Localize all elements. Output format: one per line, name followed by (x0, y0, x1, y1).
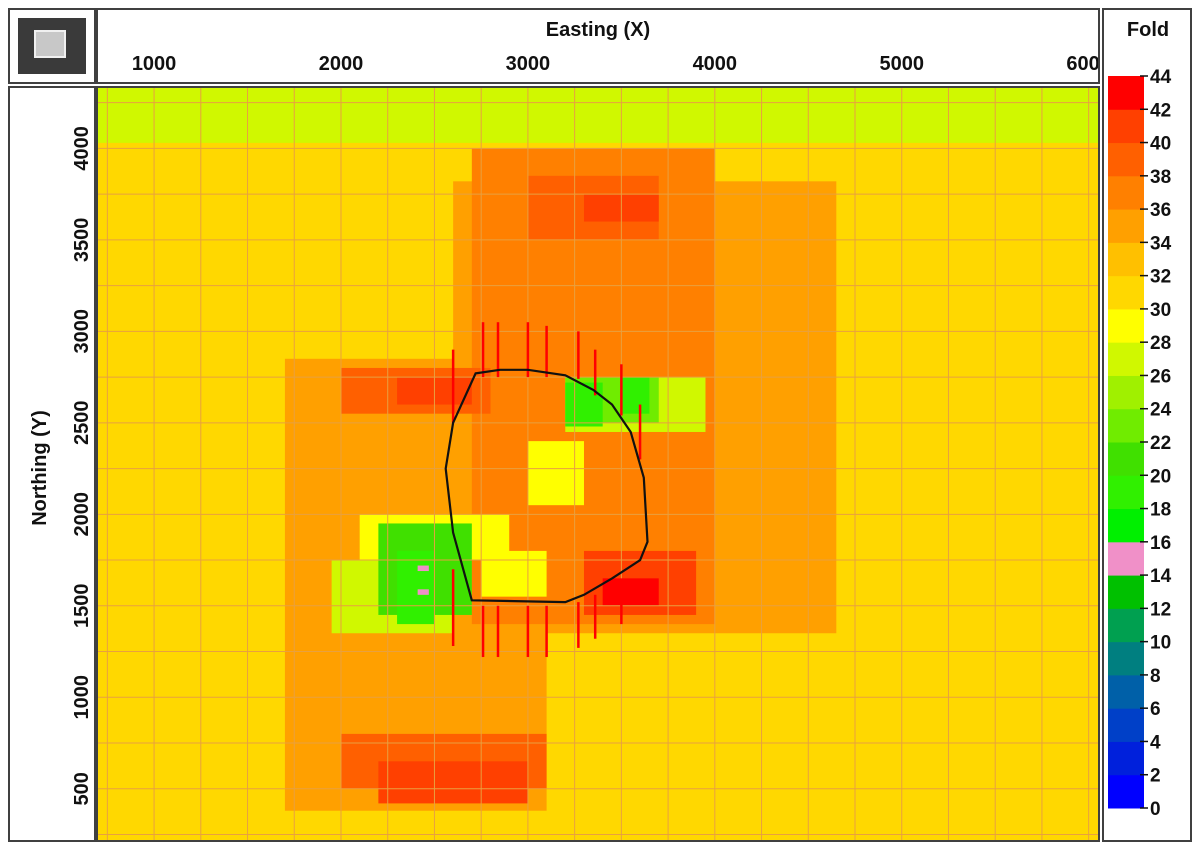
y-axis: Northing (Y) 500 1000 1500 2000 2500 3000 3500… (29, 126, 93, 805)
x-tick-label: 5000 (879, 53, 924, 75)
y-tick-label: 500 (71, 772, 93, 805)
colorbar-band (1108, 375, 1144, 410)
excluded-cell (417, 565, 429, 572)
y-tick-label: 2500 (71, 401, 93, 446)
colorbar-tick-label: 22 (1150, 433, 1171, 454)
colorbar-band (1108, 741, 1144, 776)
colorbar-tick-label: 20 (1150, 466, 1171, 487)
colorbar-band (1108, 708, 1144, 742)
colorbar-tick-label: 30 (1150, 300, 1171, 321)
x-axis-panel: Easting (X) 1000 2000 3000 4000 5000 6000 (96, 8, 1100, 84)
colorbar-tick-label: 12 (1150, 599, 1171, 620)
y-tick-label: 3000 (71, 309, 93, 354)
colorbar-tick-label: 16 (1150, 533, 1171, 554)
fold-heatmap[interactable] (98, 88, 1098, 840)
x-tick-label: 1000 (132, 53, 177, 75)
fold-zone (602, 578, 659, 606)
colorbar-tick-label: 40 (1150, 134, 1171, 155)
colorbar-tick-label: 18 (1150, 500, 1171, 521)
colorbar-panel: Fold 0 2 4 6 8 10 12 14 16 18 20 22 24 26 28 30 32 34 36 38… (1102, 8, 1192, 842)
heatmap-top-strip (98, 88, 1098, 143)
colorbar-tick-label: 10 (1150, 633, 1171, 654)
colorbar-band (1108, 209, 1144, 243)
colorbar-tick-label: 6 (1150, 699, 1161, 720)
colorbar-band (1108, 308, 1144, 343)
colorbar-band (1108, 76, 1144, 110)
colorbar-tick-label: 8 (1150, 666, 1161, 687)
x-tick-label: 3000 (506, 53, 551, 75)
colorbar-tick-label: 34 (1150, 233, 1172, 254)
plot-area[interactable] (96, 86, 1100, 842)
colorbar-tick-label: 28 (1150, 333, 1171, 354)
colorbar-tick-label: 36 (1150, 200, 1171, 221)
colorbar-tick-label: 38 (1150, 167, 1171, 188)
survey-outline (444, 368, 649, 604)
fold-zone (481, 550, 547, 597)
y-tick-label: 1500 (71, 584, 93, 629)
x-tick-label: 6000 (1066, 53, 1098, 75)
colorbar-band (1108, 575, 1144, 609)
corner-panel (8, 8, 96, 84)
colorbar-band (1108, 475, 1144, 510)
colorbar-tick-label: 32 (1150, 267, 1171, 288)
x-tick-label: 4000 (693, 53, 738, 75)
window-icon-inner (34, 30, 66, 58)
y-tick-label: 3500 (71, 218, 93, 263)
fold-zone (621, 377, 650, 414)
x-axis-title: Easting (X) (546, 19, 650, 41)
colorbar-tick-label: 4 (1150, 732, 1161, 753)
colorbar-tick-label: 26 (1150, 366, 1171, 387)
fold-zone (527, 441, 584, 506)
colorbar-title: Fold (1127, 19, 1169, 41)
colorbar-band (1108, 608, 1144, 643)
excluded-cell (417, 589, 429, 595)
colorbar-band (1108, 275, 1144, 310)
colorbar-tick-label: 0 (1150, 799, 1161, 820)
colorbar-tick-label: 2 (1150, 766, 1161, 787)
y-tick-label: 1000 (71, 675, 93, 720)
y-tick-label: 2000 (71, 492, 93, 537)
x-tick-label: 2000 (319, 53, 364, 75)
colorbar-tick-label: 14 (1150, 566, 1172, 587)
y-axis-title: Northing (Y) (29, 410, 51, 526)
fold-zone (378, 761, 528, 804)
colorbar-band (1108, 109, 1144, 144)
colorbar-band (1108, 408, 1144, 443)
colorbar-band (1108, 342, 1144, 376)
colorbar-band (1108, 142, 1144, 177)
colorbar-band (1108, 641, 1144, 676)
colorbar-band (1108, 442, 1144, 476)
y-axis-panel: Northing (Y) 500 1000 1500 2000 2500 3000 3500… (8, 86, 96, 842)
colorbar-band (1108, 674, 1144, 709)
colorbar-tick-label: 24 (1150, 400, 1172, 421)
x-axis: Easting (X) 1000 2000 3000 4000 5000 6000 (132, 19, 1098, 75)
colorbar-band (1108, 242, 1144, 277)
colorbar-tick-label: 44 (1150, 67, 1172, 88)
fold-zone (397, 550, 435, 625)
window-icon[interactable] (18, 18, 86, 74)
colorbar-band (1108, 508, 1144, 543)
colorbar-tick-label: 42 (1150, 100, 1171, 121)
colorbar-band (1108, 175, 1144, 210)
colorbar: Fold 02468101214161820222426283032343638… (1108, 19, 1172, 820)
colorbar-band (1108, 541, 1144, 576)
y-tick-label: 4000 (71, 126, 93, 170)
fold-zone (565, 382, 603, 427)
colorbar-band (1108, 774, 1144, 809)
